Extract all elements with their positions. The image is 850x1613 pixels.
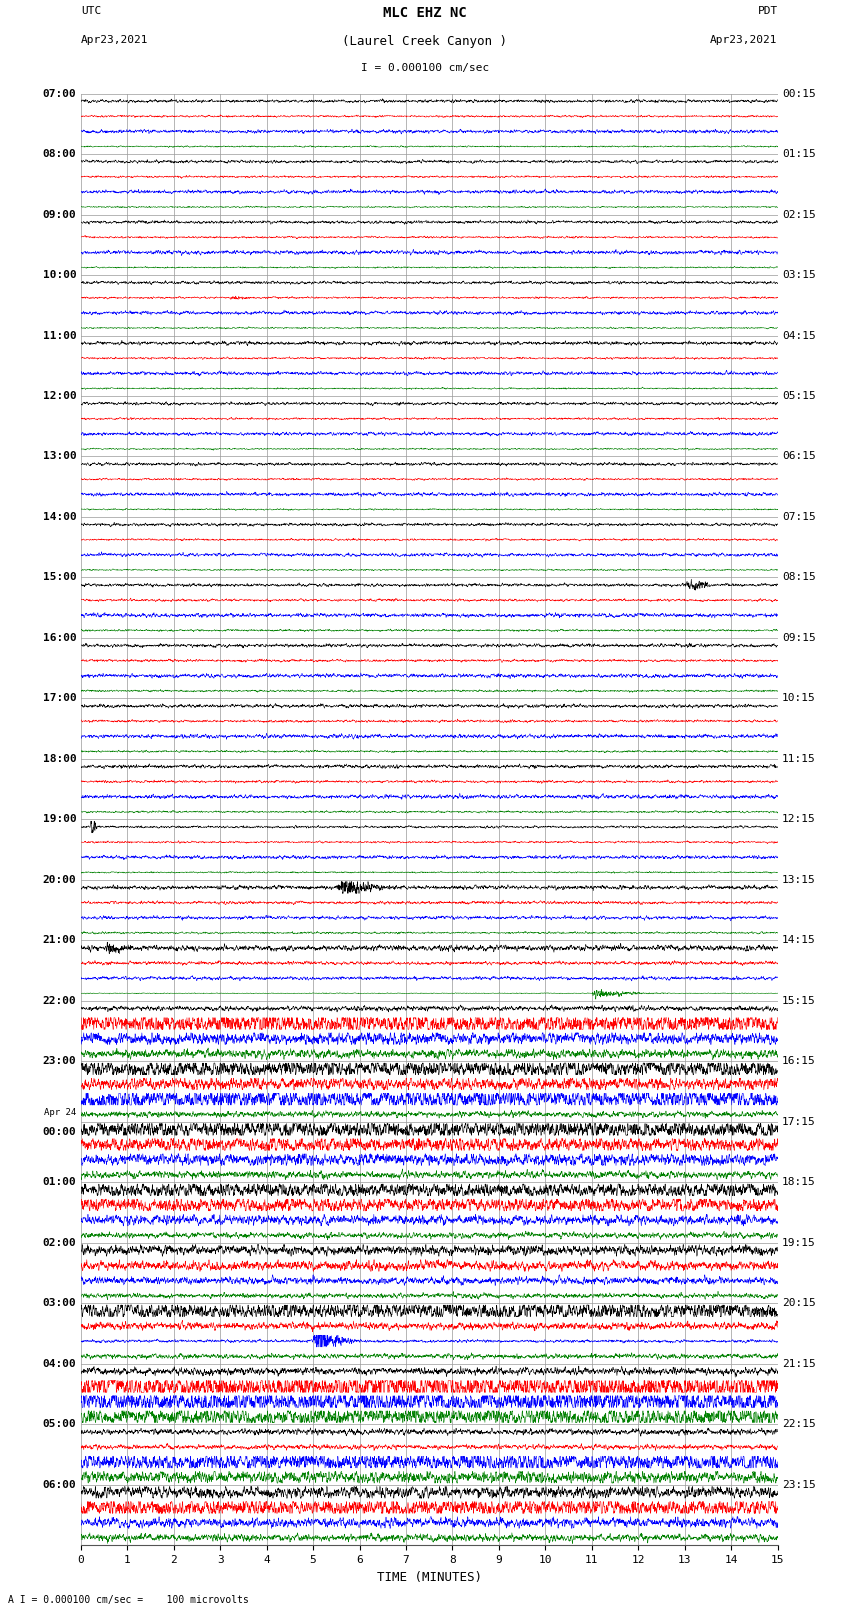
Text: 22:15: 22:15 bbox=[782, 1419, 816, 1429]
Text: 03:15: 03:15 bbox=[782, 269, 816, 281]
Text: 17:00: 17:00 bbox=[42, 694, 76, 703]
Text: 12:15: 12:15 bbox=[782, 815, 816, 824]
Text: 18:00: 18:00 bbox=[42, 753, 76, 765]
Text: 02:15: 02:15 bbox=[782, 210, 816, 219]
Text: 19:15: 19:15 bbox=[782, 1237, 816, 1248]
Text: 18:15: 18:15 bbox=[782, 1177, 816, 1187]
Text: 15:00: 15:00 bbox=[42, 573, 76, 582]
Text: 11:00: 11:00 bbox=[42, 331, 76, 340]
Text: 00:00: 00:00 bbox=[42, 1126, 76, 1137]
Text: 06:15: 06:15 bbox=[782, 452, 816, 461]
Text: 04:15: 04:15 bbox=[782, 331, 816, 340]
Text: PDT: PDT bbox=[757, 6, 778, 16]
Text: A I = 0.000100 cm/sec =    100 microvolts: A I = 0.000100 cm/sec = 100 microvolts bbox=[8, 1595, 249, 1605]
Text: 11:15: 11:15 bbox=[782, 753, 816, 765]
Text: 03:00: 03:00 bbox=[42, 1298, 76, 1308]
Text: 07:00: 07:00 bbox=[42, 89, 76, 98]
Text: UTC: UTC bbox=[81, 6, 101, 16]
Text: Apr 24: Apr 24 bbox=[44, 1108, 76, 1116]
Text: 09:15: 09:15 bbox=[782, 632, 816, 644]
Text: (Laurel Creek Canyon ): (Laurel Creek Canyon ) bbox=[343, 35, 507, 48]
Text: 16:15: 16:15 bbox=[782, 1057, 816, 1066]
Text: MLC EHZ NC: MLC EHZ NC bbox=[383, 6, 467, 21]
Text: 09:00: 09:00 bbox=[42, 210, 76, 219]
Text: I = 0.000100 cm/sec: I = 0.000100 cm/sec bbox=[361, 63, 489, 73]
Text: 14:15: 14:15 bbox=[782, 936, 816, 945]
Text: 17:15: 17:15 bbox=[782, 1116, 816, 1127]
Text: 01:15: 01:15 bbox=[782, 148, 816, 160]
Text: 08:15: 08:15 bbox=[782, 573, 816, 582]
Text: Apr23,2021: Apr23,2021 bbox=[81, 35, 148, 45]
Text: 05:00: 05:00 bbox=[42, 1419, 76, 1429]
Text: 08:00: 08:00 bbox=[42, 148, 76, 160]
Text: 23:15: 23:15 bbox=[782, 1479, 816, 1490]
Text: 19:00: 19:00 bbox=[42, 815, 76, 824]
Text: 02:00: 02:00 bbox=[42, 1237, 76, 1248]
Text: 20:00: 20:00 bbox=[42, 874, 76, 886]
Text: 21:00: 21:00 bbox=[42, 936, 76, 945]
Text: 01:00: 01:00 bbox=[42, 1177, 76, 1187]
Text: 21:15: 21:15 bbox=[782, 1358, 816, 1369]
Text: 07:15: 07:15 bbox=[782, 511, 816, 523]
Text: 10:00: 10:00 bbox=[42, 269, 76, 281]
Text: 00:15: 00:15 bbox=[782, 89, 816, 98]
Text: 23:00: 23:00 bbox=[42, 1057, 76, 1066]
Text: 13:15: 13:15 bbox=[782, 874, 816, 886]
Text: 05:15: 05:15 bbox=[782, 390, 816, 402]
Text: 15:15: 15:15 bbox=[782, 995, 816, 1007]
Text: 06:00: 06:00 bbox=[42, 1479, 76, 1490]
Text: 04:00: 04:00 bbox=[42, 1358, 76, 1369]
Text: 10:15: 10:15 bbox=[782, 694, 816, 703]
Text: Apr23,2021: Apr23,2021 bbox=[711, 35, 778, 45]
Text: 22:00: 22:00 bbox=[42, 995, 76, 1007]
Text: 20:15: 20:15 bbox=[782, 1298, 816, 1308]
Text: 14:00: 14:00 bbox=[42, 511, 76, 523]
Text: 16:00: 16:00 bbox=[42, 632, 76, 644]
Text: 13:00: 13:00 bbox=[42, 452, 76, 461]
X-axis label: TIME (MINUTES): TIME (MINUTES) bbox=[377, 1571, 482, 1584]
Text: 12:00: 12:00 bbox=[42, 390, 76, 402]
